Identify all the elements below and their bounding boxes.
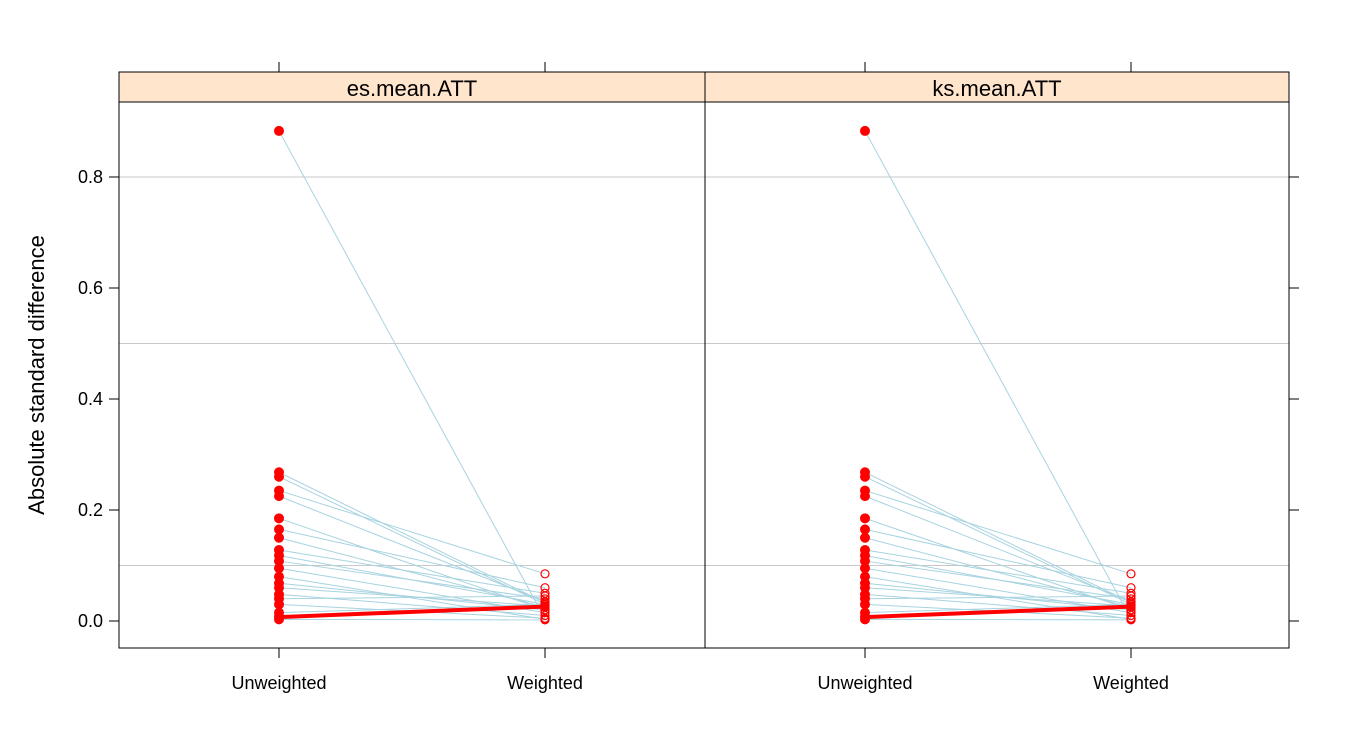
unweighted-point — [860, 491, 870, 502]
series-line — [864, 537, 1132, 608]
panel-2: ks.mean.ATT Unweighted Weighted — [704, 62, 1290, 693]
x-tick-label: Weighted — [507, 673, 583, 693]
panel-1: es.mean.ATT Unweighted Weighted — [118, 62, 706, 693]
series-line — [278, 595, 546, 600]
weighted-point — [540, 588, 550, 598]
strip-header — [704, 71, 1290, 103]
highlight-point — [860, 612, 870, 622]
weighted-point — [1126, 588, 1136, 598]
unweighted-point — [860, 599, 870, 610]
unweighted-point — [860, 563, 870, 574]
series-line — [278, 587, 546, 607]
series-line — [864, 618, 1132, 621]
unweighted-point — [274, 563, 284, 574]
unweighted-point — [274, 125, 284, 136]
series-line — [278, 476, 546, 605]
y-axis-title: Absolute standard difference — [24, 235, 49, 515]
weighted-point — [540, 615, 550, 625]
x-tick-label: Unweighted — [817, 673, 912, 693]
series-line — [864, 560, 1132, 600]
strip-header — [118, 71, 706, 103]
series-line — [278, 603, 546, 614]
strip-label: es.mean.ATT — [347, 76, 477, 101]
highlight-line — [864, 604, 1132, 620]
strip-label: ks.mean.ATT — [932, 76, 1061, 101]
unweighted-point — [274, 513, 284, 524]
series-line — [864, 603, 1132, 614]
series-line — [864, 517, 1132, 611]
unweighted-point — [860, 532, 870, 543]
y-tick-label: 0.6 — [78, 278, 103, 298]
series-line — [864, 587, 1132, 607]
highlight-line — [278, 604, 546, 620]
series-line — [278, 618, 546, 621]
series-line — [278, 560, 546, 600]
unweighted-point — [860, 471, 870, 482]
y-tick-label: 0.2 — [78, 500, 103, 520]
series-line — [864, 495, 1132, 603]
panel-frame — [704, 101, 1290, 649]
highlight-point — [1126, 602, 1136, 612]
series-line — [864, 476, 1132, 605]
series-line — [278, 549, 546, 594]
y-tick-label: 0.4 — [78, 389, 103, 409]
unweighted-point — [860, 125, 870, 136]
series-line — [278, 537, 546, 608]
series-line — [864, 490, 1132, 575]
unweighted-point — [274, 599, 284, 610]
series-line — [864, 130, 1132, 620]
weighted-point — [1126, 569, 1136, 579]
unweighted-point — [274, 524, 284, 535]
unweighted-point — [860, 513, 870, 524]
y-tick-label: 0.0 — [78, 611, 103, 631]
unweighted-point — [274, 471, 284, 482]
series-line — [278, 495, 546, 603]
series-line — [864, 549, 1132, 594]
series-line — [278, 471, 546, 604]
weighted-point — [540, 569, 550, 579]
series-line — [278, 490, 546, 575]
series-line — [864, 528, 1132, 589]
series-line — [278, 130, 546, 620]
series-line — [864, 595, 1132, 600]
highlight-point — [540, 602, 550, 612]
unweighted-point — [274, 491, 284, 502]
highlight-point — [274, 612, 284, 622]
unweighted-point — [860, 524, 870, 535]
weighted-point — [1126, 615, 1136, 625]
series-line — [864, 471, 1132, 604]
y-tick-label: 0.8 — [78, 167, 103, 187]
x-tick-label: Unweighted — [231, 673, 326, 693]
unweighted-point — [274, 532, 284, 543]
x-tick-label: Weighted — [1093, 673, 1169, 693]
series-line — [278, 528, 546, 589]
series-line — [278, 517, 546, 611]
